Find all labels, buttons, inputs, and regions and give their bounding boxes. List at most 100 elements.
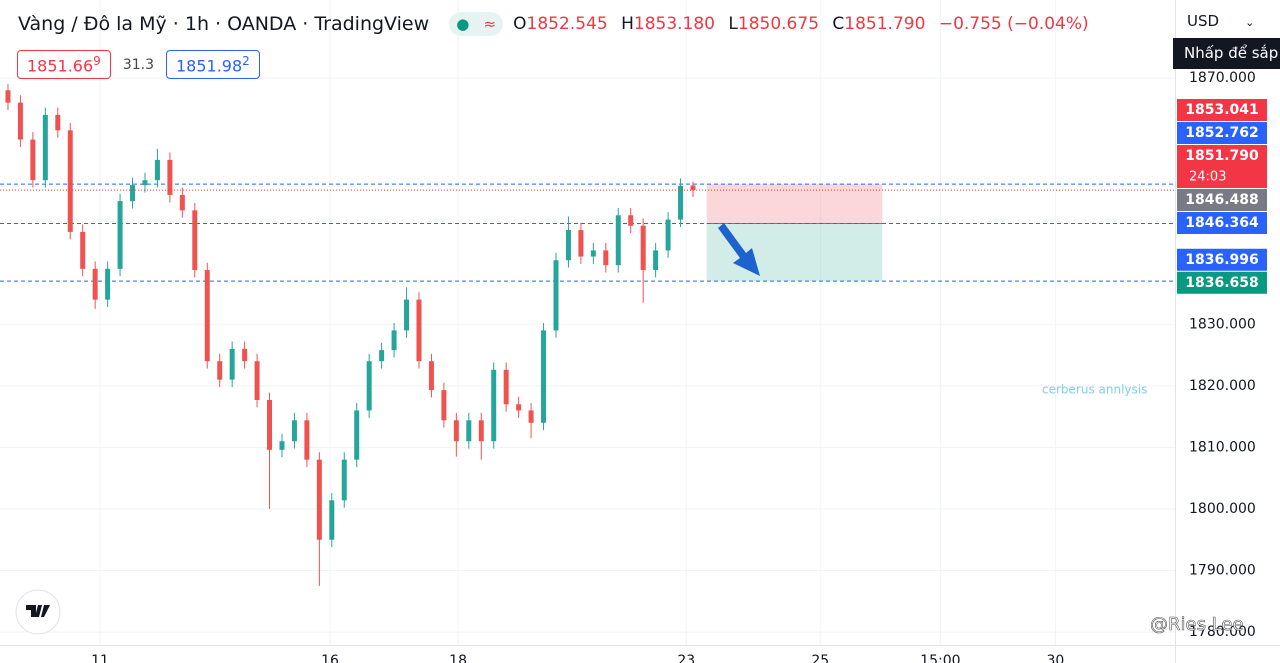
tv-logo xyxy=(15,589,61,635)
price-tag-label: 1852.762 xyxy=(1185,125,1259,141)
y-tick-label: 1810.000 xyxy=(1189,439,1256,455)
l-value: 1850.675 xyxy=(737,14,820,34)
status-pill[interactable]: ● ≈ xyxy=(449,12,504,36)
candle-body xyxy=(167,159,173,195)
sell-price: 1851.66 xyxy=(27,56,94,76)
price-tag xyxy=(1177,212,1267,235)
price-tag xyxy=(1177,248,1267,271)
candle-body xyxy=(428,361,434,391)
x-tick-label: 16 xyxy=(321,653,339,663)
target-zone xyxy=(706,223,883,282)
candle-body xyxy=(565,230,571,261)
candle-body xyxy=(453,420,459,442)
price-tag-label: 1846.488 xyxy=(1185,192,1259,208)
buy-tail: 2 xyxy=(242,54,250,68)
candle-body xyxy=(291,420,297,442)
logo-mark xyxy=(26,605,50,617)
candle-body xyxy=(117,201,123,269)
price-tag xyxy=(1177,122,1267,145)
price-tag-label: 1851.790 xyxy=(1185,148,1259,164)
c-label: C xyxy=(832,14,845,34)
candle-body xyxy=(142,180,148,186)
x-tick-label: 25 xyxy=(811,653,829,663)
x-tick-label: 15:00 xyxy=(920,653,960,663)
candle-body xyxy=(42,114,48,181)
candle-body xyxy=(590,250,596,257)
candle-body xyxy=(217,361,223,380)
y-tick-label: 1870.000 xyxy=(1189,70,1256,86)
candle-body xyxy=(304,420,310,460)
sell-tail: 9 xyxy=(93,54,101,68)
symbol-title[interactable]: Vàng / Đô la Mỹ · 1h · OANDA · TradingVi… xyxy=(18,13,430,35)
stop-zone xyxy=(706,184,883,224)
l-label: L xyxy=(728,14,738,34)
candle-body xyxy=(5,90,11,103)
candle-body xyxy=(603,250,609,266)
candle-body xyxy=(478,420,484,442)
y-tick-label: 1790.000 xyxy=(1189,563,1256,579)
h-label: H xyxy=(621,14,634,34)
price-tag-label: 1836.658 xyxy=(1185,275,1259,291)
price-tag-label: 1853.041 xyxy=(1185,102,1259,118)
candle-body xyxy=(503,369,509,405)
candle-body xyxy=(67,130,73,232)
arrow xyxy=(718,223,760,276)
candle-body xyxy=(678,185,684,220)
x-tick-label: 23 xyxy=(677,653,695,663)
currency: USD xyxy=(1187,12,1220,30)
candle-body xyxy=(354,410,360,460)
currency-select[interactable]: USD ⌄ xyxy=(1187,12,1255,30)
o-value: 1852.545 xyxy=(526,14,608,34)
candle-body xyxy=(242,348,248,362)
watermark: cerberus annlysis xyxy=(1042,383,1147,397)
candle-body xyxy=(154,159,160,181)
candle-body xyxy=(105,268,111,300)
price-tag-timer: 24:03 xyxy=(1189,170,1226,185)
candle-body xyxy=(55,114,61,131)
y-tick-label: 1820.000 xyxy=(1189,378,1256,394)
x-tick-label: 30 xyxy=(1047,653,1065,663)
header: Vàng / Đô la Mỹ · 1h · OANDA · TradingVi… xyxy=(18,12,1089,36)
candle-body xyxy=(379,350,385,362)
candle-body xyxy=(316,459,322,540)
sell-button[interactable]: 1851.669 xyxy=(17,50,111,80)
candle-body xyxy=(578,230,584,257)
candle-body xyxy=(690,185,696,191)
y-tick-label: 1800.000 xyxy=(1189,501,1256,517)
c-value: 1851.790 xyxy=(844,14,926,34)
candle-body xyxy=(229,348,235,380)
candle-body xyxy=(80,231,86,269)
candle-body xyxy=(92,268,98,300)
candle-body xyxy=(204,270,210,362)
candle-body xyxy=(665,219,671,251)
candle-body xyxy=(130,185,136,202)
price-tag xyxy=(1177,271,1267,294)
tooltip: Nhấp để sắp xyxy=(1173,38,1280,69)
candle-body xyxy=(528,410,534,423)
credit: @Ries Lee xyxy=(1150,614,1244,635)
buy-button[interactable]: 1851.982 xyxy=(165,50,260,80)
candle-body xyxy=(17,102,23,140)
price-tag xyxy=(1177,189,1267,212)
spread: 31.3 xyxy=(122,56,154,73)
candle-body xyxy=(441,390,447,421)
candle-body xyxy=(615,215,621,266)
candle-body xyxy=(341,459,347,501)
h-value: 1853.180 xyxy=(633,14,715,34)
candle-body xyxy=(491,369,497,442)
candle-body xyxy=(179,194,185,211)
price-tag-label: 1836.996 xyxy=(1185,252,1259,268)
candle-body xyxy=(366,361,372,411)
candle-body xyxy=(653,250,659,271)
x-tick-label: 18 xyxy=(449,653,467,663)
candle-body xyxy=(628,215,634,226)
candle-body xyxy=(192,210,198,271)
trade-panel: 1851.669 31.3 1851.982 xyxy=(17,50,260,80)
ohlc: O1852.545 H1853.180 L1850.675 C1851.790 … xyxy=(513,14,1089,34)
o-label: O xyxy=(513,14,527,34)
price-tag-label: 1846.364 xyxy=(1185,215,1259,231)
y-tick-label: 1830.000 xyxy=(1189,316,1256,332)
candle-body xyxy=(329,500,335,540)
